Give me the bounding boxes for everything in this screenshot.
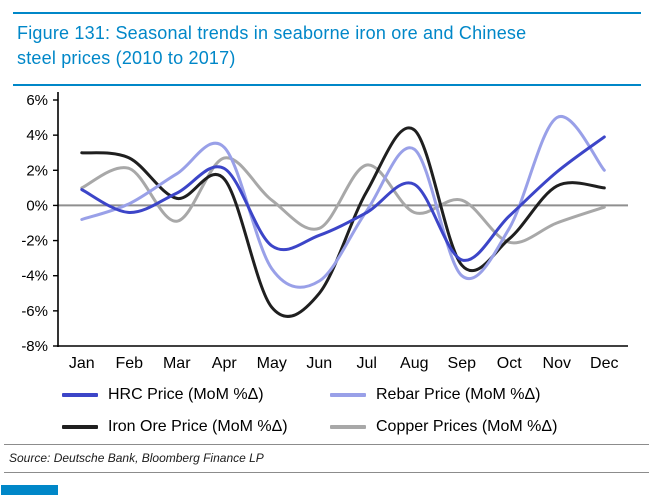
- legend-item-hrc-price: HRC Price (MoM %Δ): [62, 384, 330, 406]
- x-tick-label: May: [257, 355, 287, 372]
- y-tick-label: 2%: [26, 162, 48, 179]
- x-tick-label: Nov: [543, 355, 571, 372]
- legend-item-iron-ore-price: Iron Ore Price (MoM %Δ): [62, 416, 330, 438]
- series-line-iron-ore-price-mom: [80, 126, 606, 318]
- x-tick-label: Oct: [497, 355, 522, 372]
- seasonal-trends-line-chart: 6% 4% 2% 0% -2% -4% -6% -8% Jan Feb Mar Apr May Jun Ju…: [21, 92, 628, 372]
- figure-title: Figure 131: Seasonal trends in seaborne …: [17, 23, 527, 68]
- legend-item-rebar-price: Rebar Price (MoM %Δ): [330, 384, 637, 406]
- x-tick-label: Dec: [590, 355, 618, 372]
- hrc-line-swatch-icon: [62, 393, 98, 397]
- series-line-copper-prices-mom: [80, 156, 606, 245]
- legend-item-copper-prices: Copper Prices (MoM %Δ): [330, 416, 637, 438]
- chart-legend: HRC Price (MoM %Δ) Rebar Price (MoM %Δ) …: [62, 384, 637, 438]
- y-tick-label: -2%: [21, 233, 48, 250]
- legend-label-iron-ore-price: Iron Ore Price (MoM %Δ): [108, 418, 288, 435]
- legend-label-copper-prices: Copper Prices (MoM %Δ): [376, 418, 558, 435]
- x-tick-label: Feb: [115, 355, 143, 372]
- iron-ore-line-swatch-icon: [62, 425, 98, 429]
- source-bottom-rule: [4, 472, 649, 473]
- x-tick-label: Sep: [448, 355, 477, 372]
- x-tick-label: Apr: [212, 355, 238, 372]
- y-tick-label: 0%: [26, 197, 48, 214]
- y-tick-label: 6%: [26, 92, 48, 109]
- x-tick-label: Jun: [306, 355, 332, 372]
- series-line-hrc-price-mom: [80, 135, 606, 262]
- source-note: Source: Deutsche Bank, Bloomberg Finance…: [9, 451, 264, 465]
- top-rule: [13, 12, 641, 14]
- bottom-accent-bar: [1, 485, 58, 495]
- source-top-rule: [4, 444, 649, 445]
- x-tick-label: Jan: [69, 355, 95, 372]
- y-tick-label: -4%: [21, 268, 48, 285]
- title-divider-rule: [13, 84, 641, 86]
- copper-line-swatch-icon: [330, 425, 366, 429]
- y-tick-label: 4%: [26, 127, 48, 144]
- x-tick-label: Jul: [357, 355, 377, 372]
- rebar-line-swatch-icon: [330, 393, 366, 397]
- y-tick-label: -8%: [21, 338, 48, 355]
- legend-label-hrc-price: HRC Price (MoM %Δ): [108, 386, 264, 403]
- y-tick-label: -6%: [21, 303, 48, 320]
- legend-label-rebar-price: Rebar Price (MoM %Δ): [376, 386, 541, 403]
- x-tick-label: Aug: [400, 355, 428, 372]
- x-tick-label: Mar: [163, 355, 191, 372]
